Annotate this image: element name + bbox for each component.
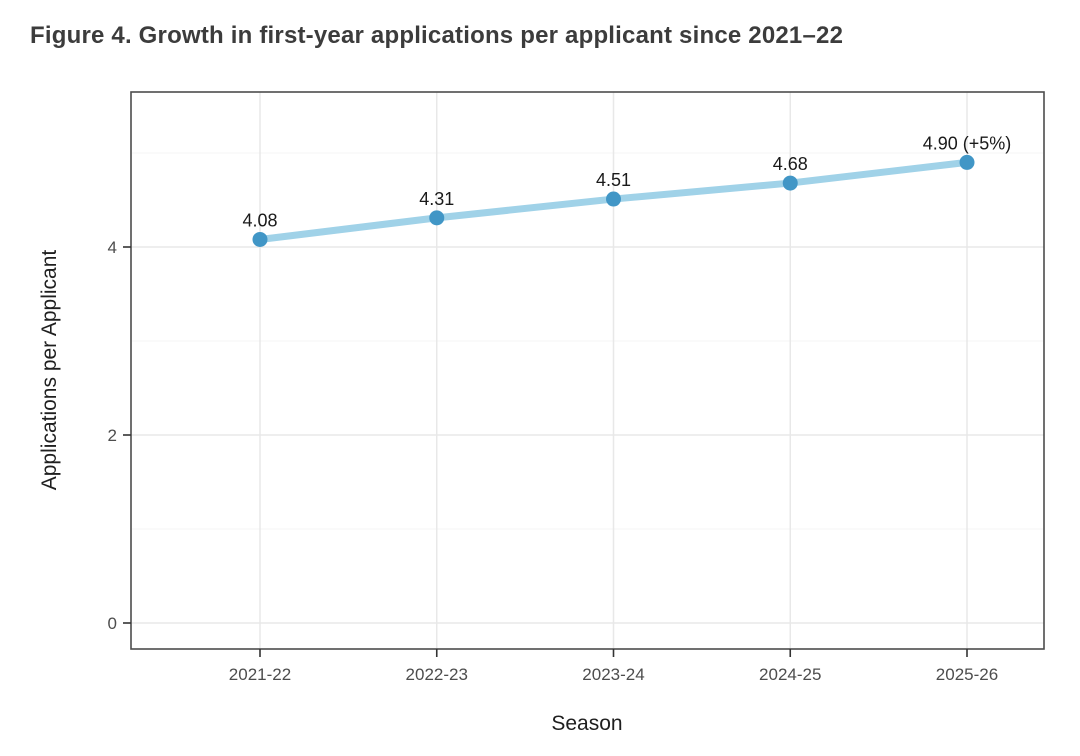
data-point-label: 4.90 (+5%) <box>923 133 1012 153</box>
panel-border <box>130 91 1045 650</box>
data-point-label: 4.31 <box>419 189 454 209</box>
x-axis-title: Season <box>551 712 622 735</box>
x-tick-label: 2023-24 <box>582 665 644 684</box>
y-tick-label: 4 <box>108 238 117 257</box>
chart-panel: 4.08 4.31 4.51 4.68 4.90 (+5%) 0 2 4 2021-22 2022… <box>108 91 1045 684</box>
x-tick-label: 2021-22 <box>229 665 291 684</box>
x-tick-label: 2022-23 <box>406 665 468 684</box>
x-tick-label: 2025-26 <box>936 665 998 684</box>
x-tick-label: 2024-25 <box>759 665 821 684</box>
panel-background <box>131 92 1044 649</box>
data-point-label: 4.68 <box>773 154 808 174</box>
y-tick-label: 2 <box>108 426 117 445</box>
data-point-label: 4.51 <box>596 170 631 190</box>
figure-title: Figure 4. Growth in first-year applicati… <box>30 22 844 49</box>
data-point <box>782 175 798 191</box>
y-tick-label: 0 <box>108 614 117 633</box>
data-point <box>606 191 621 207</box>
data-point-label: 4.08 <box>242 210 277 230</box>
data-point <box>429 210 445 226</box>
data-point <box>959 154 975 170</box>
data-point <box>252 231 268 247</box>
y-axis-title: Applications per Applicant <box>38 250 61 491</box>
